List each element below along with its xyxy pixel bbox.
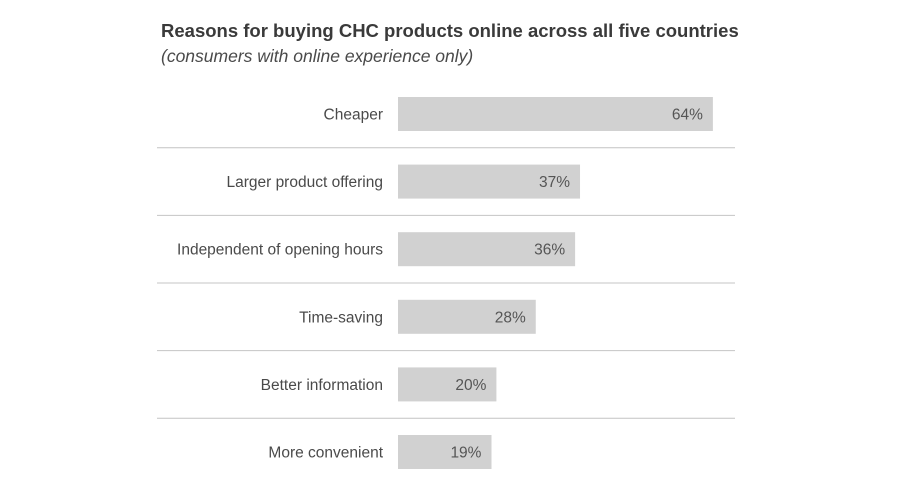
value-label: 36% (534, 242, 565, 259)
bar-4 (398, 367, 497, 402)
category-label: Cheaper (324, 107, 383, 124)
category-label: Time-saving (299, 309, 383, 326)
category-label: Better information (261, 377, 383, 394)
chart-title: Reasons for buying CHC products online a… (161, 20, 739, 41)
bar-1 (398, 164, 581, 199)
bar-3 (398, 299, 536, 334)
category-label: More convenient (268, 445, 383, 462)
chart-subtitle: (consumers with online experience only) (161, 46, 474, 66)
category-label: Independent of opening hours (177, 242, 383, 259)
bar-5 (398, 435, 492, 469)
value-label: 64% (672, 107, 703, 124)
value-label: 28% (495, 309, 526, 326)
bar-2 (398, 232, 576, 267)
category-label: Larger product offering (226, 174, 383, 191)
value-label: 37% (539, 174, 570, 191)
bar-0 (398, 97, 713, 131)
value-label: 20% (455, 377, 486, 394)
value-label: 19% (450, 445, 481, 462)
